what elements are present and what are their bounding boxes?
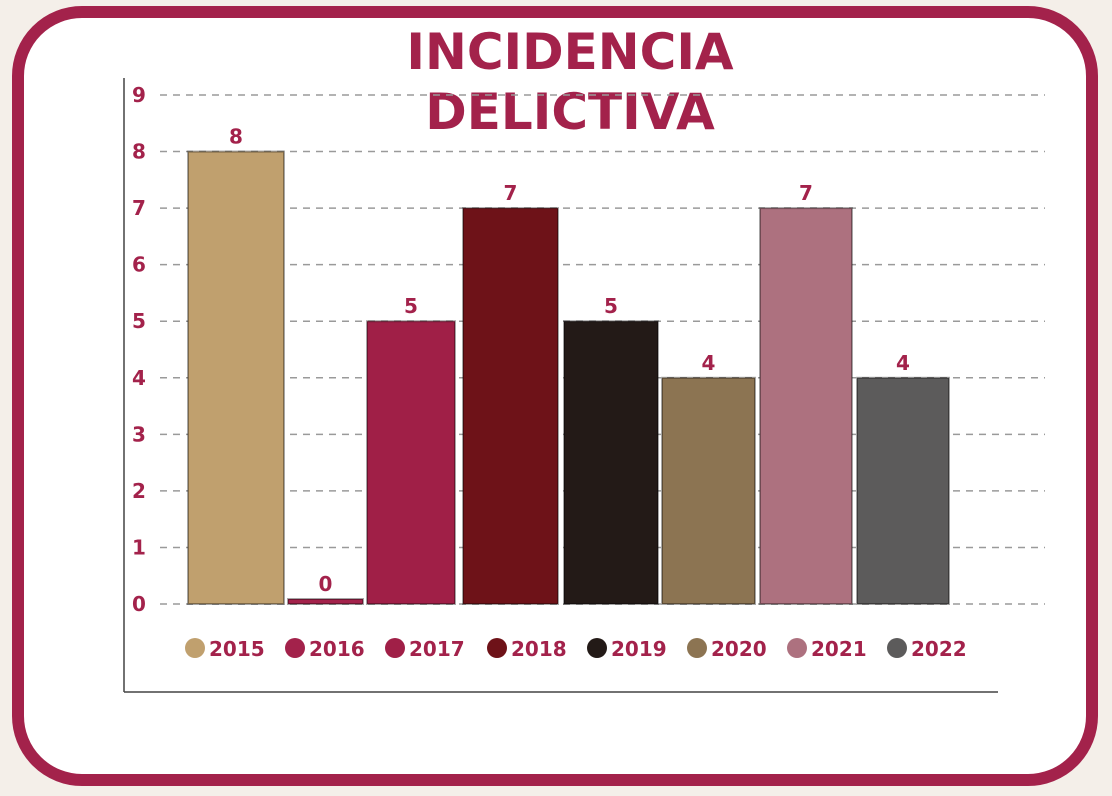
legend-marker-2022 xyxy=(887,638,907,658)
legend-marker-2016 xyxy=(285,638,305,658)
y-tick-label: 0 xyxy=(132,592,146,616)
legend-marker-2020 xyxy=(687,638,707,658)
bar-2016 xyxy=(287,598,364,605)
legend-label-2021: 2021 xyxy=(811,637,867,661)
legend-marker-2019 xyxy=(587,638,607,658)
legend-label-2016: 2016 xyxy=(309,637,365,661)
legend-label-2015: 2015 xyxy=(209,637,265,661)
bars xyxy=(187,150,950,606)
y-tick-label: 6 xyxy=(132,253,146,277)
legend-marker-2015 xyxy=(185,638,205,658)
legend-label-2018: 2018 xyxy=(511,637,567,661)
y-tick-label: 1 xyxy=(132,535,146,559)
legend-marker-2017 xyxy=(385,638,405,658)
axes xyxy=(123,78,998,693)
y-tick-label: 3 xyxy=(132,422,146,446)
legend: 2015 2016 2017 2018 2019 2020 2021 2022 xyxy=(185,637,967,661)
legend-label-2017: 2017 xyxy=(409,637,465,661)
data-label-2017: 5 xyxy=(404,294,418,318)
bar-2018 xyxy=(462,207,559,605)
chart-title: INCIDENCIA DELICTIVA xyxy=(380,22,760,142)
y-tick-label: 4 xyxy=(132,366,146,390)
data-label-2015: 8 xyxy=(229,125,243,149)
bar-2015 xyxy=(187,150,285,606)
data-label-2018: 7 xyxy=(504,181,518,205)
legend-marker-2018 xyxy=(487,638,507,658)
data-label-2021: 7 xyxy=(799,181,813,205)
data-label-2019: 5 xyxy=(604,294,618,318)
y-tick-label: 2 xyxy=(132,479,146,503)
bar-2022 xyxy=(856,376,950,605)
y-tick-label: 8 xyxy=(132,140,146,164)
data-label-2016: 0 xyxy=(319,572,333,596)
y-tick-label: 5 xyxy=(132,309,146,333)
legend-label-2020: 2020 xyxy=(711,637,767,661)
chart-title-line-1: INCIDENCIA xyxy=(406,23,734,81)
bar-2021 xyxy=(759,207,853,605)
data-label-2020: 4 xyxy=(702,351,716,375)
legend-marker-2021 xyxy=(787,638,807,658)
data-labels: 8 0 5 7 5 4 7 4 xyxy=(229,125,910,596)
bar-2019 xyxy=(563,320,659,605)
bar-2020 xyxy=(661,376,756,605)
legend-label-2019: 2019 xyxy=(611,637,667,661)
data-label-2022: 4 xyxy=(896,351,910,375)
legend-label-2022: 2022 xyxy=(911,637,967,661)
y-tick-labels: 0 1 2 3 4 5 6 7 8 9 xyxy=(132,83,146,616)
y-tick-label: 7 xyxy=(132,196,146,220)
bar-2017 xyxy=(366,320,456,605)
y-tick-label: 9 xyxy=(132,83,146,107)
chart-title-line-2: DELICTIVA xyxy=(425,83,715,141)
